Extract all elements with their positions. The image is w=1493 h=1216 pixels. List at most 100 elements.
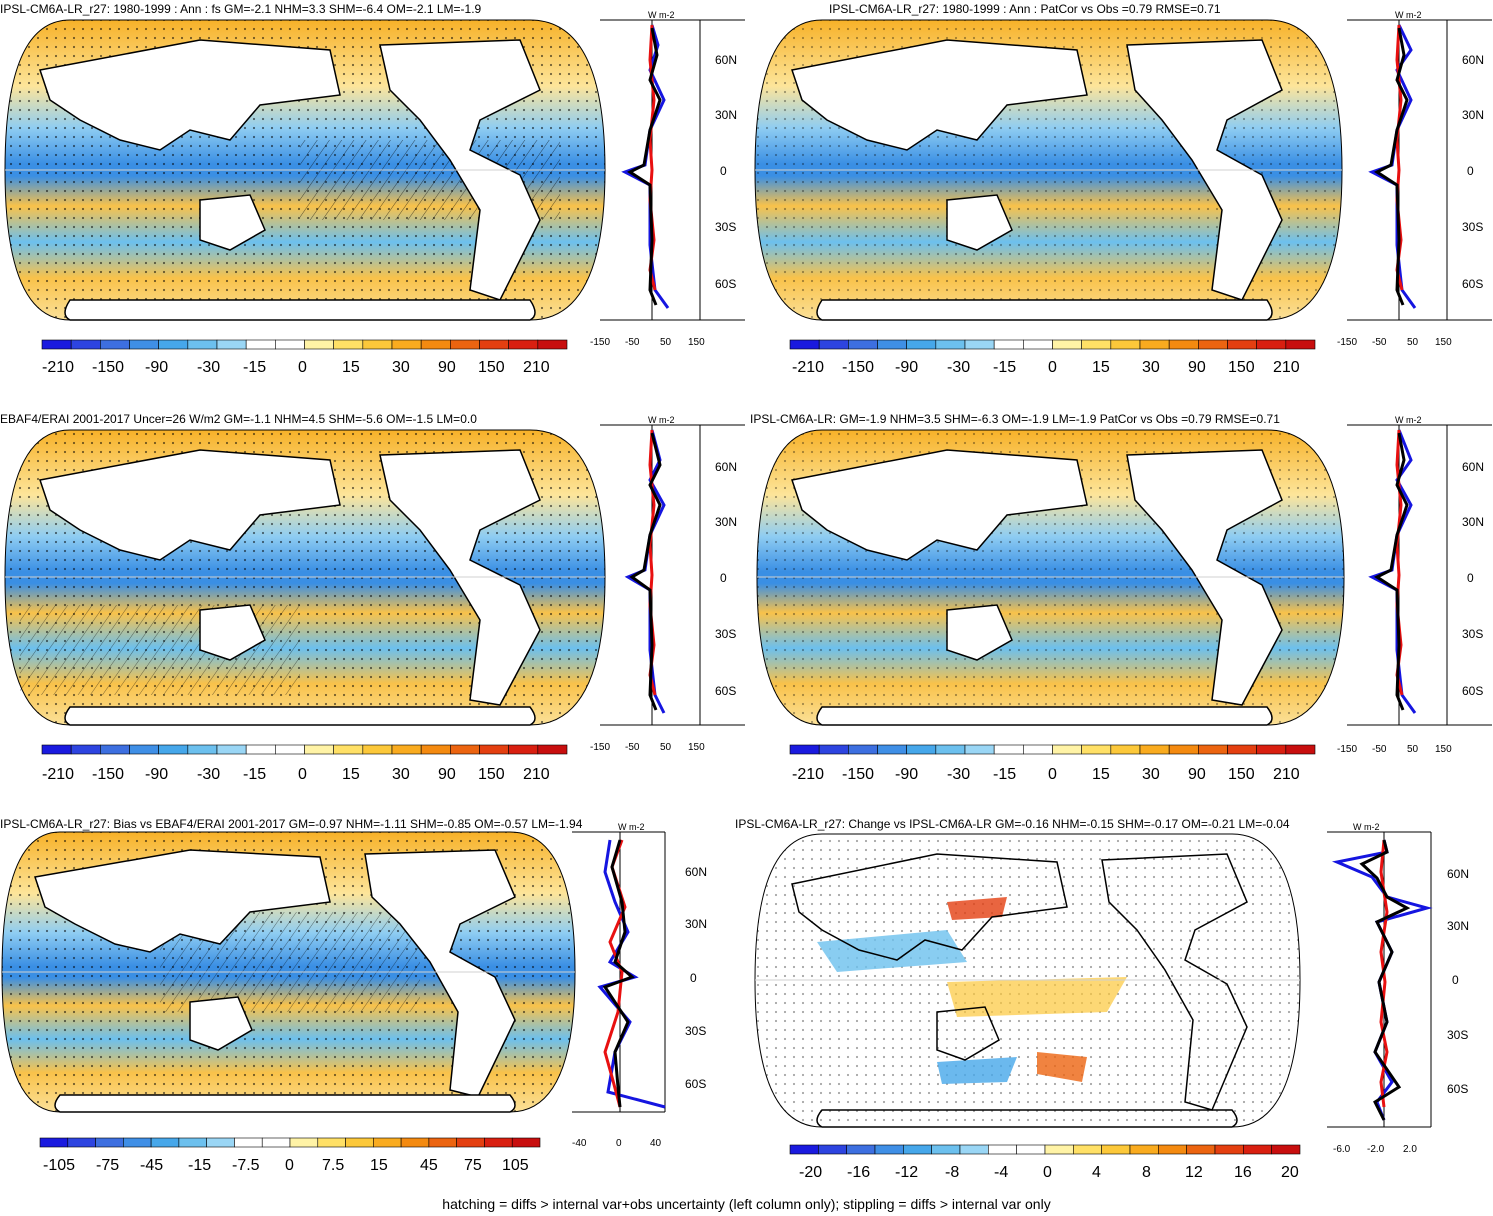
continent-antarctica xyxy=(54,1094,516,1113)
colorbar-swatch xyxy=(1214,1144,1244,1155)
colorbar-swatch xyxy=(1073,1144,1102,1155)
colorbar xyxy=(789,744,1316,755)
lat-label: 60N xyxy=(1462,53,1484,67)
anomaly-blob xyxy=(1037,1052,1087,1082)
xtick-label: -6.0 xyxy=(1333,1144,1351,1155)
profile-blue xyxy=(1368,429,1417,714)
colorbar-swatch xyxy=(129,744,159,755)
colorbar-swatch xyxy=(245,744,276,755)
xtick-label: 150 xyxy=(688,742,705,753)
svg-text:15: 15 xyxy=(342,766,360,783)
zonal-profile: W m-2 60N 30N 0 30S 60S -150 -50 50 150 xyxy=(1337,10,1492,348)
colorbar-swatch xyxy=(1198,744,1228,755)
colorbar xyxy=(41,744,568,755)
xtick-label: 50 xyxy=(660,742,672,753)
colorbar-swatch xyxy=(906,744,937,755)
svg-text:150: 150 xyxy=(478,766,505,783)
svg-text:210: 210 xyxy=(1273,359,1300,376)
continent-antarctica xyxy=(64,706,536,726)
xtick-label: -150 xyxy=(590,742,610,753)
colorbar-swatch xyxy=(391,339,422,350)
svg-text:-75: -75 xyxy=(96,1157,119,1174)
colorbar-swatch xyxy=(508,339,539,350)
footer-note: hatching = diffs > internal var+obs unce… xyxy=(442,1196,1051,1212)
svg-text:0: 0 xyxy=(1043,1164,1052,1181)
lat-label: 30N xyxy=(715,515,737,529)
colorbar-swatch xyxy=(234,1137,263,1148)
colorbar-swatch xyxy=(187,744,218,755)
colorbar-swatch xyxy=(420,339,451,350)
xtick-label: 0 xyxy=(616,1138,622,1149)
lat-label: 60N xyxy=(1462,460,1484,474)
xtick-label: -50 xyxy=(1372,744,1387,755)
panel-1: IPSL-CM6A-LR_r27: 1980-1999 : Ann : fs G… xyxy=(0,0,746,392)
zonal-profile: W m-2 60N 30N 0 30S 60S -40 0 40 xyxy=(572,822,707,1149)
colorbar-swatch xyxy=(304,744,334,755)
colorbar-swatch xyxy=(450,744,480,755)
svg-text:-90: -90 xyxy=(895,766,918,783)
colorbar-swatch xyxy=(1139,339,1170,350)
svg-text:-150: -150 xyxy=(92,766,124,783)
svg-text:210: 210 xyxy=(1273,766,1300,783)
colorbar-swatch xyxy=(275,744,305,755)
colorbar-swatch xyxy=(935,339,966,350)
colorbar-swatch xyxy=(1168,744,1199,755)
svg-text:0: 0 xyxy=(298,766,307,783)
lat-label: 60S xyxy=(715,277,736,291)
world-map xyxy=(1,831,576,1113)
colorbar-swatch xyxy=(345,1137,374,1148)
svg-text:-15: -15 xyxy=(188,1157,211,1174)
svg-text:30: 30 xyxy=(392,766,410,783)
svg-text:210: 210 xyxy=(523,359,550,376)
xtick-label: 150 xyxy=(1435,744,1452,755)
profile-black xyxy=(629,432,662,711)
colorbar-swatch xyxy=(333,744,364,755)
colorbar-labels: -210 -150 -90 -30 -15 0 15 30 90 150 210 xyxy=(792,766,1300,783)
svg-text:-150: -150 xyxy=(842,359,874,376)
colorbar-swatch xyxy=(1139,744,1170,755)
xtick-label: 50 xyxy=(1407,337,1419,348)
xtick-label: 150 xyxy=(1435,337,1452,348)
colorbar-swatch xyxy=(935,744,966,755)
colorbar-swatch xyxy=(41,339,72,350)
svg-text:-15: -15 xyxy=(243,766,266,783)
svg-text:-150: -150 xyxy=(92,359,124,376)
svg-text:0: 0 xyxy=(1048,359,1057,376)
colorbar-labels: -210 -150 -90 -30 -15 0 15 30 90 150 210 xyxy=(792,359,1300,376)
svg-text:30: 30 xyxy=(1142,766,1160,783)
colorbar-swatch xyxy=(964,339,995,350)
continent-australia xyxy=(199,604,266,661)
panel-4-figure: W m-2 60N 30N 0 30S 60S -150 -50 50 150 … xyxy=(756,415,1492,783)
colorbar-swatch xyxy=(1158,1144,1187,1155)
svg-text:-210: -210 xyxy=(792,359,824,376)
svg-text:8: 8 xyxy=(1142,1164,1151,1181)
lat-label: 60N xyxy=(715,53,737,67)
profile-blue xyxy=(597,839,666,1109)
colorbar-swatch xyxy=(1110,339,1141,350)
profile-units: W m-2 xyxy=(1353,822,1380,832)
world-map xyxy=(4,19,606,321)
colorbar-swatch xyxy=(1081,744,1112,755)
anomaly-blob xyxy=(947,897,1007,920)
panel-2-title: IPSL-CM6A-LR_r27: 1980-1999 : Ann : PatC… xyxy=(829,2,1221,16)
lat-label: 30N xyxy=(1462,108,1484,122)
continent-eurasia xyxy=(34,849,331,953)
colorbar-swatch xyxy=(479,339,509,350)
colorbar-swatch xyxy=(158,339,189,350)
colorbar-swatch xyxy=(450,339,480,350)
colorbar-swatch xyxy=(456,1137,485,1148)
colorbar-swatch xyxy=(508,744,539,755)
continent-australia xyxy=(946,604,1013,661)
colorbar-swatch xyxy=(959,1144,989,1155)
colorbar-swatch xyxy=(362,339,393,350)
colorbar-swatch xyxy=(1186,1144,1216,1155)
colorbar-swatch xyxy=(789,339,820,350)
xtick-label: 50 xyxy=(1407,744,1419,755)
colorbar-swatch xyxy=(289,1137,319,1148)
panel-3-figure: W m-2 60N 30N 0 30S 60S -150 -50 50 150 … xyxy=(4,415,745,783)
svg-text:90: 90 xyxy=(1188,359,1206,376)
svg-text:30: 30 xyxy=(392,359,410,376)
colorbar-swatch xyxy=(877,744,907,755)
svg-text:150: 150 xyxy=(478,359,505,376)
zonal-profile: W m-2 60N 30N 0 30S 60S -150 -50 50 150 xyxy=(590,415,745,753)
